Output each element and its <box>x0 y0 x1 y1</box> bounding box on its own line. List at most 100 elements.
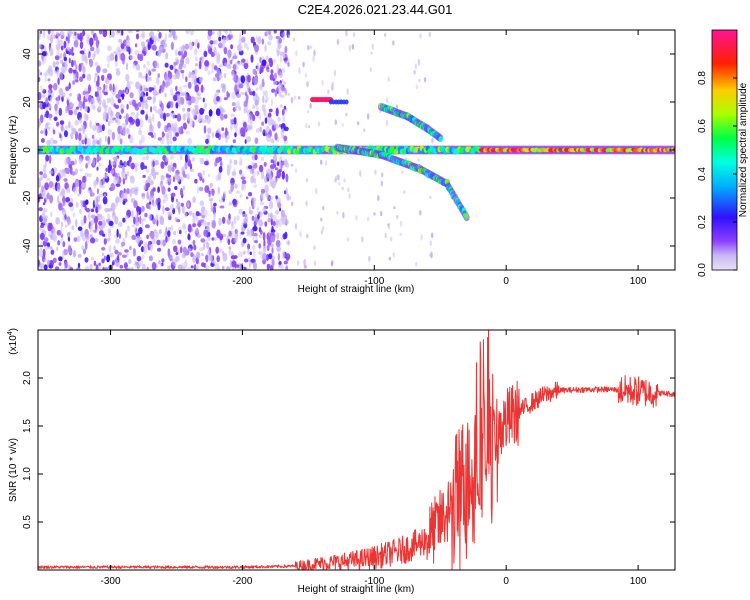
spectrogram-point <box>49 47 54 57</box>
spectrogram-point <box>179 46 183 53</box>
spectrogram-point <box>54 55 60 61</box>
spectrogram-point <box>417 158 420 162</box>
spectrogram-point <box>240 91 245 96</box>
spectrogram-point <box>181 205 185 214</box>
spectrogram-point <box>279 51 284 56</box>
spectrogram-point <box>303 260 306 267</box>
spectrogram-point <box>161 47 166 54</box>
spectrogram-point <box>275 36 280 39</box>
spectrogram-point <box>254 110 260 117</box>
spectrogram-point <box>222 37 225 44</box>
spectrogram-point <box>49 34 54 44</box>
spectrogram-point <box>246 124 251 132</box>
spectrogram-point <box>187 107 191 112</box>
spectrogram-point <box>229 259 232 269</box>
spectrogram-point <box>271 256 275 260</box>
spectrogram-point <box>399 220 403 227</box>
spectrogram-point <box>76 235 81 243</box>
spectrogram-point <box>211 63 215 70</box>
spectrogram-point <box>94 91 98 98</box>
spectrogram-point <box>129 246 132 250</box>
spectrogram-point <box>174 49 178 57</box>
spectrogram-point <box>226 218 231 225</box>
spectrogram-point <box>72 69 77 74</box>
spectrogram-point <box>417 58 421 66</box>
spectrogram-point <box>78 139 83 146</box>
spectrogram-point <box>146 61 150 66</box>
spectrogram-point <box>42 164 47 172</box>
spectrogram-point <box>108 230 111 239</box>
spectrogram-point <box>152 201 157 208</box>
spectrogram-point <box>309 103 312 109</box>
spectrogram-point <box>73 39 79 48</box>
spectrogram-point <box>235 190 241 194</box>
spectrogram-point <box>195 264 199 270</box>
spectrogram-point <box>55 217 60 225</box>
spectrogram-point <box>277 201 281 209</box>
spectrogram-point <box>321 79 324 86</box>
spectrogram-point <box>415 84 418 90</box>
spectrogram-point <box>65 167 71 175</box>
spectrogram-point <box>56 246 59 251</box>
spectrogram-point <box>240 127 245 135</box>
spectrogram-point <box>262 246 267 253</box>
spectrogram-point <box>163 42 167 48</box>
spectrogram-point <box>45 123 49 130</box>
spectrogram-point <box>85 199 89 205</box>
spectrogram-point <box>302 61 305 68</box>
spectrogram-point <box>285 265 289 270</box>
spectrogram-point <box>102 111 107 120</box>
spectrogram-point <box>180 50 184 56</box>
spectrogram-point <box>57 195 60 204</box>
spectrogram-point <box>89 40 93 47</box>
spectrogram-point <box>133 216 136 225</box>
spectrogram-point <box>43 264 48 270</box>
spectrogram-point <box>64 224 67 228</box>
spectrogram-point <box>227 238 231 246</box>
spectrogram-point <box>56 96 60 105</box>
spectrogram-point <box>104 135 107 143</box>
spectrogram-point <box>155 62 160 69</box>
spectrogram-point <box>61 188 66 197</box>
spectrogram-point <box>210 206 214 212</box>
spectrogram-point <box>189 30 195 36</box>
spectrogram-point <box>119 138 123 145</box>
spectrogram-point <box>80 182 86 189</box>
spectrogram-point <box>225 127 228 134</box>
spectrogram-point <box>110 96 115 106</box>
spectrogram-point <box>42 94 46 98</box>
spectrogram-point <box>134 43 138 48</box>
spectrogram-point <box>49 96 53 103</box>
spectrogram-point <box>278 261 282 265</box>
spectrogram-point <box>212 77 217 82</box>
spectrogram-point <box>89 263 93 270</box>
spectrogram-point <box>253 250 256 258</box>
spectrogram-point <box>216 51 220 60</box>
spectrogram-point <box>90 237 96 244</box>
spectrogram-point <box>201 178 205 183</box>
spectrogram-point <box>38 76 41 83</box>
spectrogram-point <box>115 238 120 244</box>
spectrogram-point <box>377 195 380 202</box>
spectrogram-point <box>125 215 129 220</box>
spectrogram-point <box>263 175 268 184</box>
spectrogram-point <box>67 236 71 242</box>
spectrogram-point <box>167 226 172 232</box>
spectrogram-point <box>115 196 120 204</box>
spectrogram-point <box>80 200 84 204</box>
spectrogram-point <box>118 38 123 43</box>
spectrogram-point <box>255 35 258 43</box>
snr-x-ticks: -300 -200 -100 0 100 <box>101 330 647 587</box>
spectrogram-point <box>262 207 267 213</box>
spectrogram-point <box>172 258 177 267</box>
spectrogram-point <box>49 115 52 121</box>
spectrogram-point <box>258 251 261 255</box>
spectrogram-point <box>90 97 95 107</box>
spectrogram-point <box>264 117 268 124</box>
spectrogram-point <box>140 134 145 143</box>
spectrogram-point <box>79 208 82 215</box>
spectrogram-point <box>167 126 173 134</box>
spectrogram-point <box>215 157 221 163</box>
spectrogram-point <box>173 94 178 102</box>
spectrogram-point <box>197 42 200 49</box>
